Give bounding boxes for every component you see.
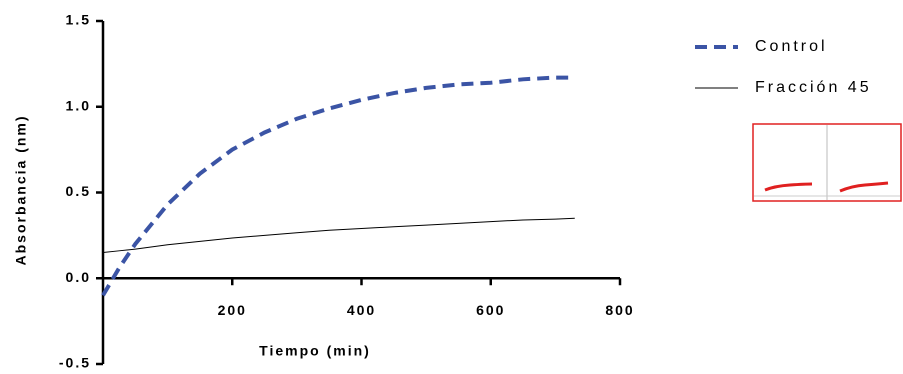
x-axis-label: Tiempo (min) [259, 343, 371, 359]
y-tick-label: -0.5 [59, 355, 91, 371]
y-tick-label: 1.5 [66, 12, 91, 28]
x-tick-label: 200 [218, 302, 247, 318]
legend-label: Control [755, 38, 828, 55]
x-tick-label: 600 [476, 302, 505, 318]
series-line [103, 218, 575, 252]
y-axis-label: Absorbancia (nm) [13, 114, 29, 265]
x-tick-label: 800 [605, 302, 634, 318]
y-tick-label: 0.0 [66, 269, 91, 285]
y-tick-label: 0.5 [66, 183, 91, 199]
x-tick-label: 400 [347, 302, 376, 318]
chart: Tiempo (min) Absorbancia (nm) -0.5 0.0 0.5… [0, 0, 903, 374]
inset [753, 124, 901, 201]
series-line [103, 78, 575, 296]
y-tick-label: 1.0 [66, 97, 91, 113]
legend-label: Fracción 45 [755, 79, 872, 96]
